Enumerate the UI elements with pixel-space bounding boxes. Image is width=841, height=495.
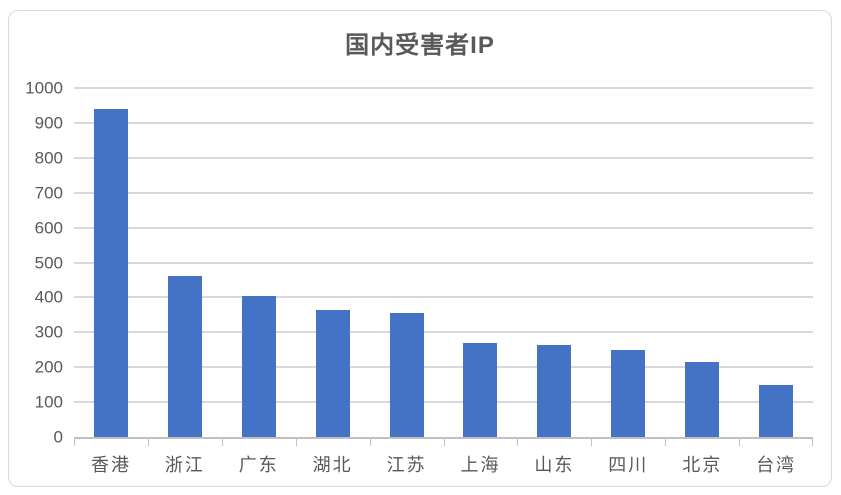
- y-axis-label: 300: [34, 322, 63, 342]
- x-axis-label: 浙江: [164, 455, 205, 475]
- x-axis: 香港 浙江 广东 湖北 江苏 上海 山东 四川 北京 台湾: [74, 451, 813, 477]
- gridline: [74, 87, 813, 89]
- x-axis-tick: [812, 439, 813, 446]
- x-axis-tick: [739, 439, 741, 446]
- x-axis-tick: [295, 439, 297, 446]
- gridline: [74, 401, 813, 404]
- chart-title: 国内受害者IP: [345, 32, 495, 59]
- y-axis: 0 100 200 300 400 500 600 700 800 900 1000: [9, 80, 63, 446]
- x-axis-tick: [517, 439, 519, 446]
- gridline: [74, 296, 813, 299]
- gridline: [74, 156, 813, 159]
- x-axis-tick: [369, 439, 371, 446]
- y-axis-label: 0: [53, 427, 63, 447]
- y-axis-label: 200: [34, 357, 63, 377]
- x-axis-tick: [665, 439, 667, 446]
- y-axis-label: 1000: [25, 78, 63, 98]
- x-axis-label: 湖北: [312, 455, 353, 475]
- gridline: [74, 366, 813, 369]
- bar-香港: [93, 108, 128, 437]
- bar-湖北: [315, 309, 350, 437]
- bar-广东: [241, 295, 276, 437]
- x-axis-tick: [221, 439, 223, 446]
- gridline: [74, 191, 813, 194]
- x-axis-label: 台湾: [756, 455, 797, 475]
- gridline: [74, 226, 813, 229]
- x-axis-label: 香港: [90, 455, 131, 475]
- x-axis-label: 江苏: [386, 455, 427, 475]
- gridline: [74, 121, 813, 124]
- bar-浙江: [167, 276, 202, 437]
- y-axis-label: 500: [34, 253, 63, 272]
- x-axis-tick: [74, 439, 75, 446]
- y-axis-label: 100: [34, 392, 63, 412]
- chart-card: 国内受害者IP 0 100 200 300 400 500 600 700 800 900 1000…: [8, 10, 832, 487]
- gridline: [74, 261, 813, 264]
- bar-台湾: [759, 384, 794, 437]
- bar-北京: [685, 361, 720, 437]
- x-axis-label: 上海: [460, 455, 501, 475]
- x-axis-label: 四川: [608, 455, 649, 475]
- bar-四川: [611, 349, 646, 437]
- x-axis-label: 广东: [238, 455, 279, 475]
- plot-area: [74, 87, 813, 439]
- bar-山东: [537, 344, 572, 437]
- y-axis-label: 400: [34, 287, 63, 307]
- y-axis-label: 900: [34, 113, 63, 133]
- bar-上海: [463, 342, 498, 437]
- bar-江苏: [389, 313, 424, 437]
- gridline: [74, 331, 813, 334]
- y-axis-label: 800: [34, 148, 63, 168]
- x-axis-label: 北京: [682, 455, 723, 475]
- y-axis-label: 600: [34, 218, 63, 238]
- x-axis-ticks: [74, 439, 813, 446]
- x-axis-tick: [443, 439, 445, 446]
- y-axis-label: 700: [34, 183, 63, 203]
- x-axis-tick: [591, 439, 593, 446]
- x-axis-label: 山东: [534, 455, 575, 475]
- x-axis-tick: [147, 439, 149, 446]
